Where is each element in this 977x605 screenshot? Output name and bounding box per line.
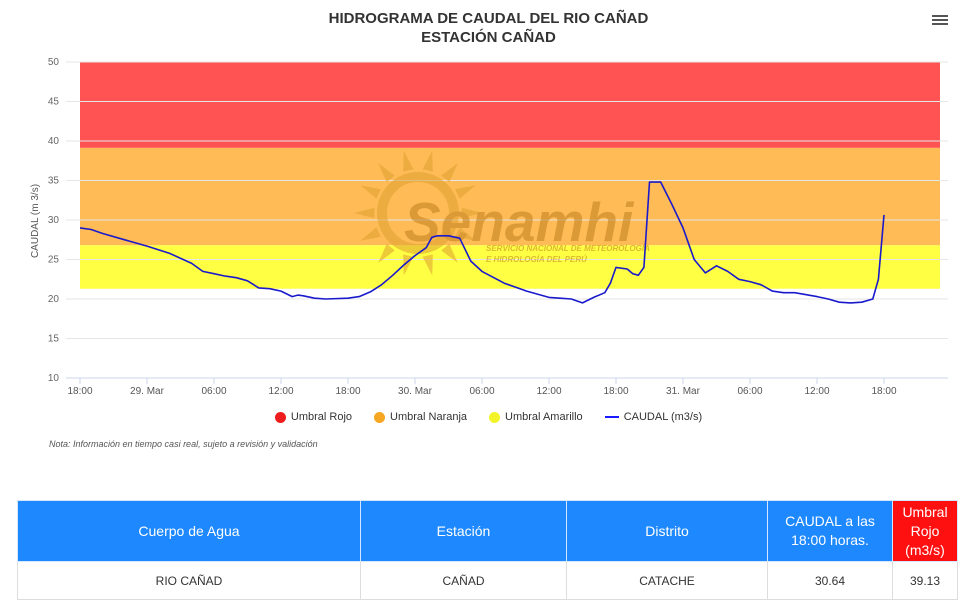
y-tick-label: 50 bbox=[48, 57, 60, 68]
sun-ray bbox=[354, 207, 375, 219]
x-tick-label: 06:00 bbox=[469, 386, 494, 397]
chart-title-line1: HIDROGRAMA DE CAUDAL DEL RIO CAÑAD bbox=[328, 10, 649, 27]
watermark-brand: Senamhi bbox=[404, 191, 635, 253]
legend-dot-rojo bbox=[274, 411, 286, 423]
sun-ray bbox=[422, 254, 433, 276]
sun-ray bbox=[441, 243, 458, 264]
sun-ray bbox=[461, 207, 482, 219]
senamhi-watermark: Senamhi SERVICIO NACIONAL DE METEOROLOGÍ… bbox=[354, 150, 650, 276]
table-header-row: Cuerpo de Agua Estación Distrito CAUDAL … bbox=[17, 500, 958, 562]
cell-caudal: 30.64 bbox=[767, 561, 893, 600]
watermark-line1: SERVICIO NACIONAL DE METEOROLOGÍA bbox=[486, 244, 650, 253]
y-tick-label: 15 bbox=[48, 334, 60, 345]
y-axis-label: CAUDAL (m 3/s) bbox=[30, 184, 41, 258]
x-tick-label: 31. Mar bbox=[666, 386, 701, 397]
header-caudal: CAUDAL a las 18:00 horas. bbox=[767, 500, 893, 562]
header-cuerpo-de-agua: Cuerpo de Agua bbox=[17, 500, 361, 562]
cell-umbral-rojo: 39.13 bbox=[892, 561, 958, 600]
series-line-caudal bbox=[79, 181, 885, 304]
y-tick-label: 30 bbox=[48, 215, 60, 226]
x-tick-label: 30. Mar bbox=[398, 386, 433, 397]
y-tick-label: 35 bbox=[48, 176, 60, 187]
cell-estacion: CAÑAD bbox=[360, 561, 567, 600]
cell-cuerpo-de-agua: RIO CAÑAD bbox=[17, 561, 361, 600]
grid-lines bbox=[66, 61, 948, 339]
legend-caudal[interactable]: CAUDAL (m3/s) bbox=[604, 411, 703, 423]
x-tick-label: 18:00 bbox=[335, 386, 360, 397]
x-tick-label: 12:00 bbox=[536, 386, 561, 397]
x-tick-label: 12:00 bbox=[804, 386, 829, 397]
x-tick-label: 12:00 bbox=[268, 386, 293, 397]
y-tick-label: 40 bbox=[48, 136, 60, 147]
sun-ray bbox=[422, 150, 433, 172]
band-umbral-naranja bbox=[80, 147, 940, 246]
legend-label-amarillo: Umbral Amarillo bbox=[505, 411, 583, 423]
cell-distrito: CATACHE bbox=[566, 561, 768, 600]
band-umbral-amarillo bbox=[80, 245, 940, 289]
sun-ray bbox=[378, 162, 395, 183]
sun-ray bbox=[360, 227, 381, 241]
threshold-bands bbox=[80, 62, 940, 289]
header-distrito: Distrito bbox=[566, 500, 768, 562]
y-tick-label: 45 bbox=[48, 97, 60, 108]
y-tick-label: 25 bbox=[48, 255, 60, 266]
sun-logo-icon bbox=[354, 150, 482, 276]
band-umbral-rojo bbox=[80, 62, 940, 148]
sun-ray bbox=[403, 150, 414, 172]
series bbox=[79, 181, 885, 304]
table-row: RIO CAÑAD CAÑAD CATACHE 30.64 39.13 bbox=[17, 561, 958, 600]
watermark-line2: E HIDROLOGÍA DEL PERÚ bbox=[486, 255, 587, 264]
legend-line-caudal bbox=[604, 416, 619, 418]
legend-umbral-amarillo[interactable]: Umbral Amarillo bbox=[489, 411, 583, 423]
y-tick-label: 10 bbox=[48, 373, 60, 384]
chart-legend: Umbral Rojo Umbral Naranja Umbral Amaril… bbox=[0, 411, 977, 423]
data-note: Nota: Información en tiempo casi real, s… bbox=[49, 439, 318, 449]
chart-title: HIDROGRAMA DE CAUDAL DEL RIO CAÑAD ESTAC… bbox=[0, 9, 977, 47]
sun-ray bbox=[455, 185, 476, 199]
hamburger-menu-icon[interactable] bbox=[932, 13, 948, 29]
legend-label-rojo: Umbral Rojo bbox=[290, 411, 353, 423]
x-tick-label: 06:00 bbox=[737, 386, 762, 397]
legend-dot-amarillo bbox=[489, 411, 501, 423]
sun-ray bbox=[455, 227, 476, 241]
sun-ray bbox=[378, 243, 395, 264]
chart-title-line2: ESTACIÓN CAÑAD bbox=[421, 29, 556, 46]
legend-label-caudal: CAUDAL (m3/s) bbox=[623, 411, 703, 423]
x-tick-label: 06:00 bbox=[201, 386, 226, 397]
x-tick-label: 18:00 bbox=[67, 386, 92, 397]
header-estacion: Estación bbox=[360, 500, 567, 562]
header-umbral-rojo: Umbral Rojo (m3/s) bbox=[892, 500, 958, 562]
x-tick-label: 18:00 bbox=[871, 386, 896, 397]
x-tick-label: 29. Mar bbox=[130, 386, 165, 397]
y-tick-label: 20 bbox=[48, 294, 60, 305]
station-info-table: Cuerpo de Agua Estación Distrito CAUDAL … bbox=[17, 500, 958, 600]
x-tick-label: 18:00 bbox=[603, 386, 628, 397]
hydrograph-chart: Senamhi SERVICIO NACIONAL DE METEOROLOGÍ… bbox=[30, 57, 948, 397]
legend-label-naranja: Umbral Naranja bbox=[390, 411, 468, 423]
axes: 10 15 20 25 30 35 40 45 50 18:00 29. Mar 06:00 12:00… bbox=[48, 57, 948, 397]
legend-umbral-naranja[interactable]: Umbral Naranja bbox=[374, 411, 467, 423]
sun-ray bbox=[441, 162, 458, 183]
legend-dot-naranja bbox=[374, 411, 386, 423]
sun-ray bbox=[360, 185, 381, 199]
legend-umbral-rojo[interactable]: Umbral Rojo bbox=[274, 411, 353, 423]
